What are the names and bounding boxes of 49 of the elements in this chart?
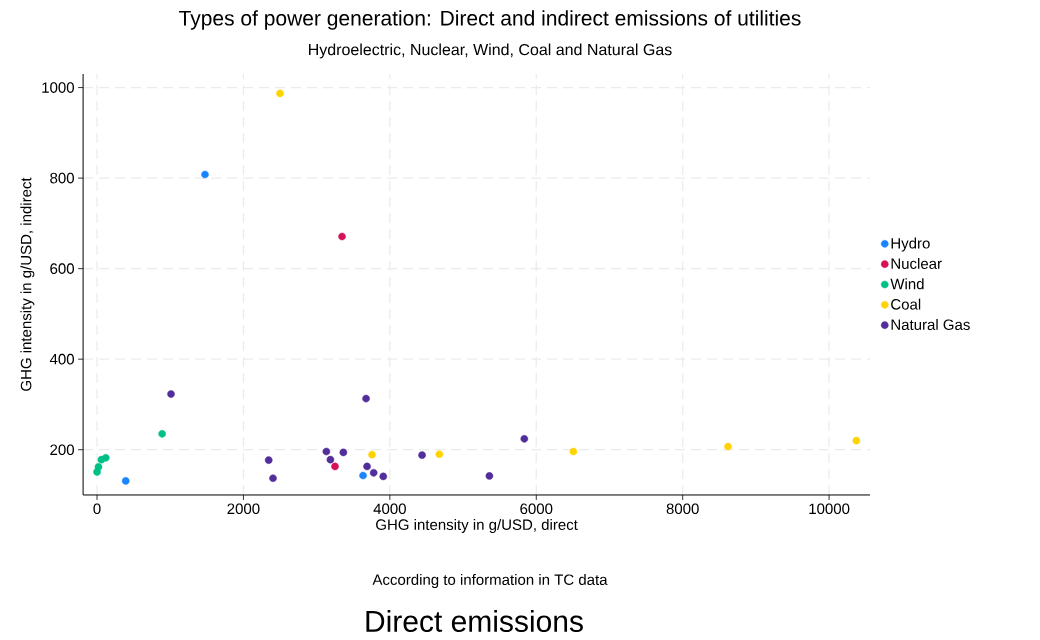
point	[158, 430, 166, 438]
point	[338, 232, 346, 241]
legend-label: Coal	[891, 298, 921, 310]
x-axis-title: GHG intensity in g/USD, direct	[376, 518, 578, 533]
point	[435, 450, 444, 459]
x-tick-label: 10000	[809, 503, 850, 515]
text: According to information in TC data	[372, 573, 608, 588]
point	[276, 89, 284, 98]
point	[121, 477, 130, 485]
chart-subtitle: Hydroelectric, Nuclear, Wind, Coal and Natural Gas	[309, 43, 672, 59]
y-tick-label: 200	[50, 444, 74, 456]
point	[369, 469, 378, 477]
chart-title: Types of power generation: Direct and indirect emissions of utilities	[179, 10, 801, 30]
point	[359, 471, 367, 480]
point	[724, 442, 732, 451]
x-tick-label: 0	[93, 503, 101, 515]
legend-label: Natural Gas	[891, 319, 970, 331]
point	[363, 462, 371, 471]
point	[852, 436, 861, 445]
point	[362, 394, 370, 403]
y-tick-label: 800	[50, 172, 74, 184]
point	[485, 472, 494, 480]
y-tick-label: 1000	[42, 82, 74, 93]
y-tick-label: 600	[50, 263, 74, 274]
point	[269, 474, 277, 483]
point	[569, 447, 578, 456]
point	[339, 448, 348, 457]
x-tick-label: 4000	[373, 503, 406, 515]
legend-label: Nuclear	[891, 257, 942, 269]
x-tick-label: 2000	[227, 503, 260, 515]
point	[102, 454, 110, 462]
legend-label: Hydro	[891, 237, 930, 252]
point	[167, 390, 175, 398]
point	[520, 435, 529, 443]
point	[322, 447, 331, 456]
text: Direct emissions	[366, 609, 583, 632]
point	[331, 462, 339, 471]
point	[379, 472, 388, 481]
x-tick-label: 8000	[666, 503, 699, 515]
point	[201, 170, 209, 179]
x-tick-label: 6000	[520, 503, 553, 515]
point	[326, 455, 335, 464]
point	[94, 463, 103, 471]
y-axis-title: GHG intensity in g/USD, indirect	[20, 177, 35, 391]
point	[368, 450, 376, 459]
legend-label: Wind	[890, 278, 924, 290]
point	[418, 451, 426, 459]
y-tick-label: 400	[49, 353, 74, 365]
point	[264, 456, 273, 464]
